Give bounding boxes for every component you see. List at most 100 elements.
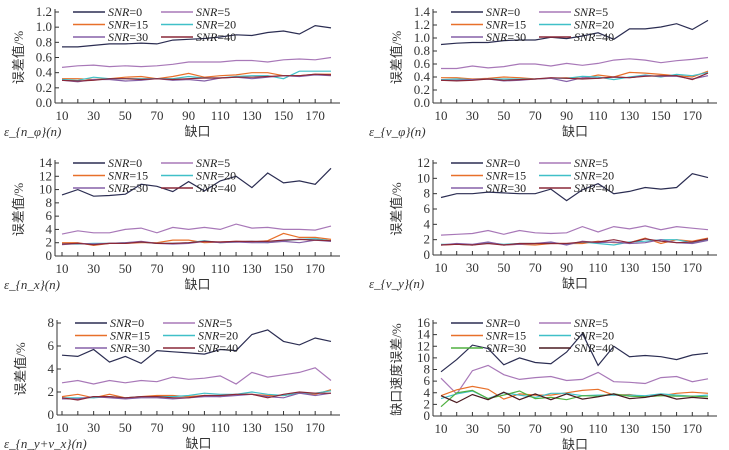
x-tick-label: 30 [87,108,100,123]
legend-label: SNR=0 [110,316,144,330]
corner-label: ε_{n_x}(n) [4,277,60,292]
series-line-snr-0 [62,24,332,48]
x-tick-label: 90 [560,421,573,436]
legend-label: SNR=30 [486,341,526,355]
y-axis-label: 误差值/% [13,342,28,396]
series-line-snr-40 [440,391,709,404]
x-tick-label: 110 [589,108,608,123]
subplot-1: 0.00.20.40.60.81.01.2 10 30 50 70 90 110 130 150… [4,4,340,139]
x-tick-label: 110 [211,108,230,123]
subplot-5: 0 2 4 6 8 10 30 50 70 90 110 130 150 170 缺口 误差值/% ε_{n_y… [4,315,340,450]
legend-label: SNR=20 [574,329,614,343]
y-tick-label: 16 [417,315,431,330]
y-tick-label: 0 [46,248,53,263]
y-tick-label: 0.2 [414,82,430,97]
y-tick-label: 2 [46,235,53,250]
y-tick-label: 0 [424,408,431,423]
x-tick-label: 150 [274,261,294,276]
y-tick-label: 6 [424,201,431,216]
x-tick-label: 30 [466,421,479,436]
series-line-snr-40 [61,238,332,246]
y-tick-label: 0.8 [36,34,52,49]
x-tick-label: 50 [119,108,132,123]
series-line-snr-0 [61,167,332,197]
x-tick-label: 10 [435,108,448,123]
y-axis-label: 缺口速度误差/% [389,323,404,416]
y-tick-label: 4 [46,221,53,236]
x-tick-label: 150 [651,108,671,123]
y-axis-label: 误差值/% [389,31,404,85]
x-axis-label: 缺口 [562,276,588,291]
corner-label: ε_{v_φ}(n) [369,124,426,139]
y-tick-label: 2 [424,396,431,411]
y-tick-label: 14 [39,155,53,170]
legend-label: SNR=5 [196,5,230,19]
legend-label: SNR=20 [574,169,614,183]
x-tick-label: 110 [211,420,230,435]
x-tick-label: 90 [182,108,195,123]
x-tick-label: 170 [305,261,325,276]
legend-label: SNR=5 [574,5,608,19]
y-tick-label: 14 [417,327,431,342]
y-tick-label: 10 [39,182,52,197]
legend-label: SNR=40 [196,30,236,44]
x-tick-label: 130 [242,261,262,276]
x-tick-label: 130 [620,421,640,436]
x-tick-label: 50 [497,260,510,275]
y-tick-label: 6 [48,338,55,353]
x-tick-label: 90 [182,420,195,435]
legend-label: SNR=40 [574,181,614,195]
series-line-snr-5 [440,364,709,395]
x-tick-label: 10 [56,108,69,123]
y-tick-label: 0.0 [414,95,430,110]
y-tick-label: 0.4 [36,65,53,80]
x-axis-label: 缺口 [562,437,588,450]
x-axis-label: 缺口 [184,277,210,292]
x-tick-label: 130 [242,420,262,435]
x-tick-label: 90 [182,261,195,276]
series-line-snr-0 [440,19,709,46]
y-tick-label: 12 [417,338,430,353]
y-tick-label: 10 [417,170,430,185]
series-line-snr-15 [441,70,709,80]
y-tick-label: 6 [46,208,53,223]
y-tick-label: 10 [417,350,430,365]
series-line-snr-0 [440,332,709,373]
x-tick-label: 70 [529,260,542,275]
series-line-snr-30 [440,389,709,408]
x-tick-label: 70 [529,108,542,123]
legend-label: SNR=30 [108,30,148,44]
series-line-snr-5 [61,56,332,68]
y-axis-label: 误差值/% [11,31,26,85]
corner-label: ε_{n_y+v_x}(n) [4,436,87,450]
x-tick-label: 130 [620,260,640,275]
x-tick-label: 10 [435,260,448,275]
legend-label: SNR=20 [196,169,236,183]
corner-label: ε_{v_y}(n) [369,276,424,291]
x-tick-label: 70 [150,261,163,276]
legend-label: SNR=15 [486,169,526,183]
series-line-snr-40 [440,72,709,82]
legend-label: SNR=20 [198,329,238,343]
y-tick-label: 0.0 [36,95,52,110]
legend-label: SNR=5 [574,316,608,330]
x-tick-label: 130 [242,108,262,123]
y-tick-label: 12 [39,168,52,183]
legend-label: SNR=15 [110,329,150,343]
y-tick-label: 1.4 [414,4,431,19]
corner-label: ε_{n_φ}(n) [4,124,61,139]
x-tick-label: 90 [560,260,573,275]
series-line-snr-40 [440,238,709,246]
series-line-snr-40 [61,73,332,82]
legend-label: SNR=0 [486,316,520,330]
y-tick-label: 1.2 [414,17,430,32]
legend-label: SNR=15 [486,18,526,32]
x-tick-label: 170 [305,108,325,123]
x-tick-label: 10 [435,421,448,436]
x-axis-label: 缺口 [562,124,588,139]
y-tick-label: 1.0 [414,30,430,45]
x-tick-label: 150 [651,260,671,275]
legend-label: SNR=20 [196,18,236,32]
